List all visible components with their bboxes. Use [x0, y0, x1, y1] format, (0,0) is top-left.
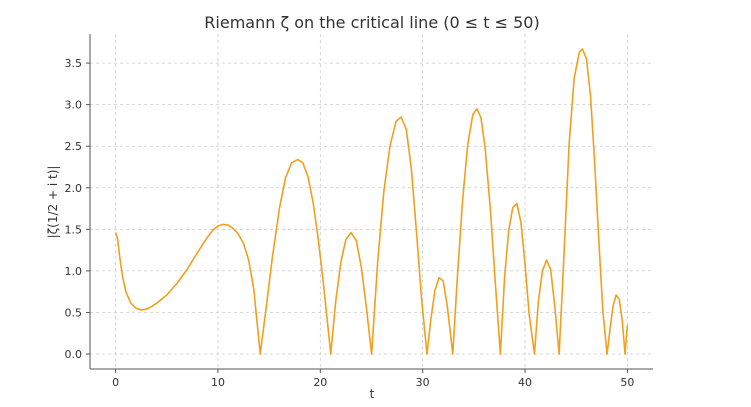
- y-axis-label: |ζ(1/2 + i t)|: [46, 166, 60, 239]
- y-ticks: 0.0 0.5 1.0 1.5 2.0 2.5 3.0 3.5: [65, 57, 90, 361]
- y-tick-label: 1.5: [65, 223, 83, 236]
- x-axis-label: t: [370, 387, 375, 401]
- series-group: [114, 48, 629, 355]
- y-tick-label: 2.5: [65, 140, 83, 153]
- x-tick-label: 50: [620, 376, 634, 389]
- y-tick-label: 0.0: [65, 348, 83, 361]
- x-tick-label: 30: [416, 376, 430, 389]
- series-line: [114, 48, 629, 355]
- x-tick-label: 20: [313, 376, 327, 389]
- y-tick-label: 3.5: [65, 57, 83, 70]
- y-tick-label: 0.5: [65, 306, 83, 319]
- x-tick-label: 10: [211, 376, 225, 389]
- x-tick-label: 40: [518, 376, 532, 389]
- chart-title: Riemann ζ on the critical line (0 ≤ t ≤ …: [204, 13, 539, 32]
- grid: [90, 34, 653, 369]
- x-ticks: 0 10 20 30 40 50: [112, 369, 634, 389]
- y-tick-label: 1.0: [65, 265, 83, 278]
- y-tick-label: 3.0: [65, 99, 83, 112]
- y-tick-label: 2.0: [65, 182, 83, 195]
- x-tick-label: 0: [112, 376, 119, 389]
- axes: [89, 34, 653, 370]
